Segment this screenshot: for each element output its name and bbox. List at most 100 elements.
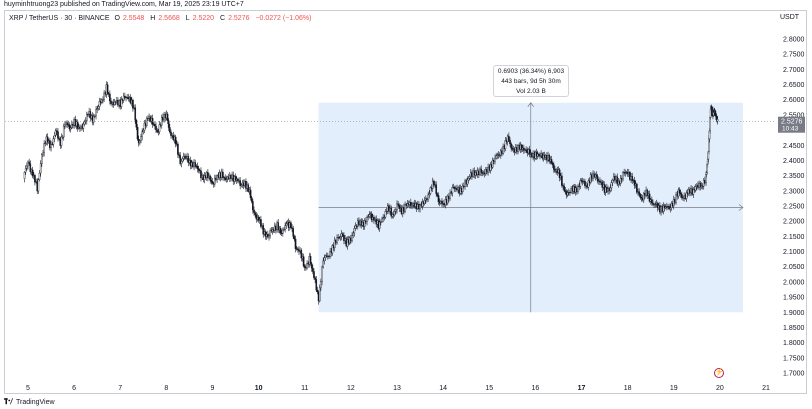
candle-body [520,144,523,150]
y-tick-label: 2.8000 [783,37,805,44]
y-tick-label: 2.1000 [783,249,805,256]
candle-body [23,172,26,179]
candle-body [60,136,63,146]
candle-body [95,109,97,117]
candle-body [642,193,645,201]
candle-body [461,185,464,193]
candle-body [504,140,507,150]
candle-body [616,176,619,185]
candle-body [179,155,182,164]
lightning-icon[interactable]: ⚡ [714,368,724,378]
candle-body [558,169,561,178]
x-tick-label: 20 [716,385,724,392]
x-tick-label: 6 [72,385,76,392]
candle-body [651,199,653,204]
candle-body [24,168,27,173]
candle-body [398,205,401,209]
candle-body [310,263,313,269]
candle-body [382,217,384,220]
candle-body [551,163,554,165]
candle-body [194,162,197,167]
candle-body [323,257,326,262]
candle-body [314,277,316,280]
x-tick-label: 13 [393,385,401,392]
candle-body [210,180,213,182]
candle-body [318,287,321,302]
candle-body [155,125,157,131]
candle-body [702,179,705,187]
candle-body [584,180,586,186]
y-tick-label: 1.9500 [783,295,805,302]
candle-body [610,182,613,189]
open-key: O [114,15,120,22]
candle-body [373,217,375,221]
measure-change: 0.6903 (36.34%) 6,903 [497,68,565,75]
candle-body [136,126,139,140]
x-tick-label: 17 [578,385,586,392]
low-value: 2.5220 [192,15,215,22]
candle-body [385,210,388,212]
candle-body [321,266,323,282]
currency-label[interactable]: USDT [780,14,800,21]
candle-body [124,95,126,98]
candle-body [333,239,336,248]
candle-body [393,211,396,216]
candle-body [300,250,303,259]
candle-body [523,147,525,151]
price-tag-value: 2.5276 [781,119,803,126]
candle-body [599,180,601,183]
y-tick-label: 1.9000 [783,310,805,317]
candle-body [329,250,331,257]
candle-body [564,190,567,192]
candle-body [147,118,149,120]
candle-body [83,121,86,125]
chart-pane[interactable] [4,10,807,394]
candle-body [114,101,117,103]
candle-body [252,201,254,211]
candle-body [57,131,59,139]
footer-brand[interactable]: TradingView [16,398,55,406]
candle-body [441,200,443,204]
candle-body [429,187,432,194]
measure-arrow-right [738,204,744,211]
candle-body [624,172,627,174]
candle-body [596,176,599,182]
candle-body [312,267,314,272]
candle-body [654,204,657,206]
candle-body [437,195,440,203]
candle-body [92,116,95,123]
candle-body [699,182,702,188]
symbol-title[interactable]: XRP / TetherUS · 30 · BINANCE [9,15,110,22]
x-tick-label: 11 [301,385,308,392]
y-tick-label: 2.6500 [783,82,805,89]
candle-body [563,185,566,191]
candle-body [166,113,169,121]
candle-body [29,163,32,172]
candle-body [143,122,146,131]
x-tick-label: 15 [485,385,493,392]
candle-body [672,199,675,207]
candle-body [214,177,216,185]
x-tick-label: 12 [347,385,355,392]
candle-body [636,183,638,193]
candle-body [619,178,622,184]
candle-body [453,187,456,189]
candle-body [253,209,255,213]
candle-body [397,203,399,206]
candle-body [268,235,270,238]
candle-body [411,204,413,207]
candle-body [638,191,640,195]
candle-body [31,169,34,177]
candle-body [491,159,494,168]
candle-body [52,138,55,145]
candle-body [142,129,145,132]
candle-body [664,206,667,209]
candle-body [39,163,42,174]
candle-body [103,92,105,100]
candle-body [381,218,383,223]
candle-body [678,189,681,194]
candle-body [309,256,312,264]
candle-body [113,101,116,105]
